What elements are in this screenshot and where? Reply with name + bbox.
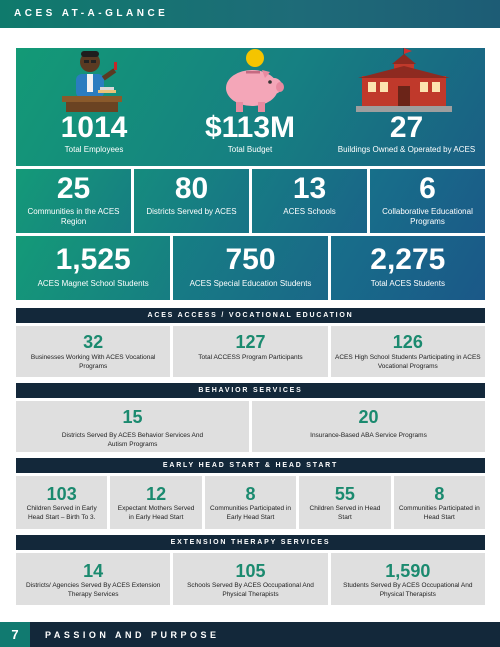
stat-value: 8 — [434, 484, 445, 504]
stat-card: 105 Schools Served By ACES Occupational … — [173, 553, 328, 605]
stat-card: 13 ACES Schools — [252, 169, 367, 233]
stat-label: Total ACCESS Program Participants — [198, 354, 303, 361]
stat-card: 127 Total ACCESS Program Participants — [173, 326, 328, 377]
stat-label: Children Served in Early Head Start – Bi… — [26, 505, 97, 521]
stat-value: 8 — [245, 484, 256, 504]
stat-label: Total ACES Students — [370, 279, 445, 288]
stat-value: $113M — [204, 111, 296, 144]
stat-label: ACES Special Education Students — [189, 279, 312, 288]
stat-card: 8 Communities Participated in Head Start — [393, 476, 486, 529]
stat-label: Total Budget — [227, 145, 273, 154]
page-heading: ACES AT-A-GLANCE — [14, 8, 169, 19]
stat-card: 1,590 Students Served By ACES Occupation… — [330, 553, 485, 605]
stat-label: Collaborative Educational Programs — [382, 207, 473, 226]
stat-card: 8 Communities Participated in Early Head… — [204, 476, 297, 529]
stat-label: Communities Participated in Early Head S… — [210, 505, 291, 521]
stat-label: ACES Schools — [283, 207, 336, 216]
section-extension-therapy: 14 Districts/ Agencies Served By ACES Ex… — [16, 553, 485, 605]
stat-card: 14 Districts/ Agencies Served By ACES Ex… — [16, 553, 171, 605]
page-number: 7 — [0, 622, 30, 647]
stat-label: Businesses Working With ACES Vocational … — [30, 354, 156, 370]
stats-row-students: 1,525 ACES Magnet School Students 750 AC… — [16, 236, 485, 300]
stat-value: 6 — [419, 172, 436, 205]
stat-label: Students Served By ACES Occupational And… — [343, 582, 473, 598]
stat-label: Children Served in Head Start — [309, 505, 381, 521]
stat-value: 103 — [46, 484, 77, 504]
stat-value: 27 — [389, 111, 424, 144]
stat-value: 1,590 — [385, 561, 431, 581]
stat-label: Expectant Mothers Served in Early Head S… — [117, 505, 195, 521]
stat-card: 1,525 ACES Magnet School Students — [16, 236, 171, 300]
stat-value: 12 — [146, 484, 167, 504]
stat-value: 55 — [334, 484, 355, 504]
stat-label: Communities Participated in Head Start — [398, 505, 480, 521]
section-header-behavior: BEHAVIOR SERVICES — [16, 383, 485, 398]
stat-value: 1,525 — [55, 243, 131, 276]
stat-label: Insurance-Based ABA Service Programs — [310, 432, 427, 439]
stat-value: 126 — [392, 332, 423, 352]
stat-label: Total Employees — [64, 145, 124, 154]
stat-value: 2,275 — [370, 243, 446, 276]
section-head-start: 103 Children Served in Early Head Start … — [16, 476, 486, 529]
stats-row-region: 25 Communities in the ACES Region 80 Dis… — [16, 169, 485, 233]
stat-card: 55 Children Served in Head Start — [299, 476, 391, 529]
section-header-vocational: ACES ACCESS / VOCATIONAL EDUCATION — [16, 308, 485, 323]
stat-card: 750 ACES Special Education Students — [173, 236, 328, 300]
stat-label: Schools Served By ACES Occupational And … — [187, 582, 314, 598]
stat-label: ACES High School Students Participating … — [335, 354, 481, 370]
stat-value: 25 — [56, 172, 91, 205]
hero-stats-panel: 1014 Total Employees $113M Total Budget … — [16, 48, 485, 166]
stat-value: 127 — [235, 332, 266, 352]
stat-card: 15 Districts Served By ACES Behavior Ser… — [16, 401, 249, 452]
stat-card: 12 Expectant Mothers Served in Early Hea… — [110, 476, 202, 529]
stat-card: 25 Communities in the ACES Region — [16, 169, 131, 233]
school-building-icon — [356, 48, 452, 112]
stat-card: 6 Collaborative Educational Programs — [370, 169, 485, 233]
stat-card: 2,275 Total ACES Students — [330, 236, 485, 300]
stat-value: 750 — [225, 243, 276, 276]
stat-label: Buildings Owned & Operated by ACES — [337, 145, 476, 154]
stat-value: 105 — [235, 561, 266, 581]
top-header-bar: ACES AT-A-GLANCE — [0, 0, 500, 28]
stat-card: 32 Businesses Working With ACES Vocation… — [16, 326, 171, 377]
stat-value: 32 — [83, 332, 104, 352]
footer-tagline: PASSION AND PURPOSE — [45, 630, 220, 640]
stat-card: 103 Children Served in Early Head Start … — [16, 476, 108, 529]
stat-card: 20 Insurance-Based ABA Service Programs — [252, 401, 485, 452]
section-vocational: 32 Businesses Working With ACES Vocation… — [16, 326, 485, 377]
stat-label: ACES Magnet School Students — [37, 279, 149, 288]
section-header-head-start: EARLY HEAD START & HEAD START — [16, 458, 485, 473]
section-header-extension-therapy: EXTENSION THERAPY SERVICES — [16, 535, 485, 550]
stat-card: 126 ACES High School Students Participat… — [330, 326, 485, 377]
piggy-bank-icon — [226, 49, 284, 112]
stat-value: 14 — [83, 561, 104, 581]
teacher-icon — [62, 51, 122, 112]
stat-label: Districts Served By ACES Behavior Servic… — [61, 432, 204, 448]
stat-label: Districts Served by ACES — [146, 207, 237, 216]
section-behavior: 15 Districts Served By ACES Behavior Ser… — [16, 401, 485, 452]
stat-value: 15 — [122, 407, 143, 427]
stat-value: 20 — [358, 407, 379, 427]
stat-label: Communities in the ACES Region — [27, 207, 120, 226]
page-footer: 7 PASSION AND PURPOSE — [0, 622, 500, 647]
stat-value: 1014 — [60, 111, 128, 144]
stat-label: Districts/ Agencies Served By ACES Exten… — [25, 582, 161, 598]
stat-value: 13 — [292, 172, 327, 205]
stat-value: 80 — [174, 172, 209, 205]
stat-card: 80 Districts Served by ACES — [134, 169, 249, 233]
